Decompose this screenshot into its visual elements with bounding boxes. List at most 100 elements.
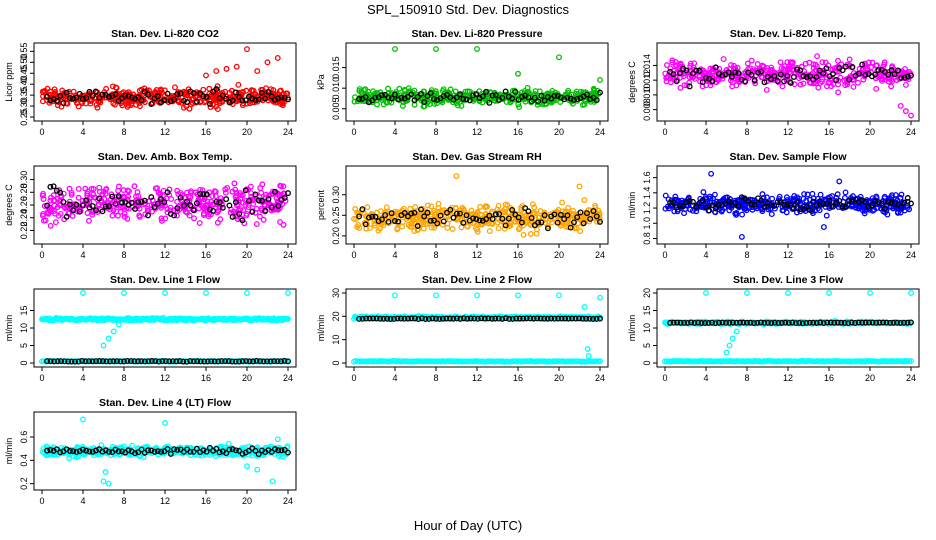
data-point <box>587 98 594 105</box>
data-point-black <box>702 74 709 81</box>
data-point-black <box>554 219 561 226</box>
data-point-black <box>712 64 719 71</box>
data-point-black <box>51 358 58 365</box>
data-point-black <box>275 95 282 102</box>
data-point-black <box>810 198 817 205</box>
data-point-black <box>757 319 764 326</box>
data-point-black <box>551 211 558 218</box>
data-point <box>474 292 480 299</box>
data-point-black <box>450 315 457 322</box>
data-point-black <box>370 315 377 322</box>
data-point <box>111 101 118 108</box>
data-point-black <box>427 217 434 224</box>
data-point-black <box>387 316 394 323</box>
y-tick-label: 0.2 <box>19 477 29 490</box>
x-tick-label: 20 <box>242 127 252 137</box>
data-point <box>700 189 707 196</box>
data-point-black <box>492 315 499 322</box>
data-point-black <box>60 199 67 205</box>
data-point-black <box>398 315 404 322</box>
data-point-black <box>372 94 379 101</box>
data-point <box>115 183 122 190</box>
data-point <box>556 54 562 61</box>
data-point-black <box>243 358 250 364</box>
data-point-black <box>846 198 853 204</box>
x-tick-label: 4 <box>80 127 85 137</box>
data-point-black <box>385 94 392 101</box>
data-point <box>584 346 591 352</box>
data-point <box>268 207 275 214</box>
data-point <box>420 225 427 232</box>
data-point-black <box>252 191 259 198</box>
data-point-black <box>213 198 220 205</box>
data-point <box>405 85 412 92</box>
data-point-black <box>670 71 677 78</box>
data-point-black <box>264 358 271 365</box>
data-point <box>219 99 226 105</box>
data-point <box>769 195 776 202</box>
y-tick-label: 0.012 <box>642 69 652 92</box>
data-point <box>367 225 373 232</box>
data-point-black <box>878 200 885 207</box>
x-tick-label: 0 <box>39 250 44 260</box>
data-point-black <box>222 358 229 365</box>
data-point <box>75 185 82 192</box>
data-point-black <box>747 319 754 326</box>
data-point <box>196 220 203 226</box>
data-point <box>520 231 527 238</box>
data-point-black <box>190 358 197 365</box>
data-point <box>787 59 794 66</box>
data-point-black <box>453 315 460 322</box>
data-point-black <box>110 358 117 365</box>
data-point <box>908 358 914 365</box>
data-point-black <box>898 204 905 211</box>
data-point-black <box>93 88 99 95</box>
data-point-black <box>709 78 716 85</box>
data-point <box>452 88 459 95</box>
data-point-black <box>255 197 262 204</box>
data-point-black <box>479 93 486 100</box>
data-point-black <box>431 96 437 103</box>
data-point-black <box>47 183 54 190</box>
data-point-black <box>268 93 275 100</box>
data-point <box>136 212 143 219</box>
data-point-black <box>872 198 879 205</box>
data-point-black <box>113 358 120 365</box>
data-point-black <box>699 79 706 85</box>
data-point-black <box>395 218 402 225</box>
data-point-black <box>841 319 848 326</box>
data-point <box>814 53 821 60</box>
x-tick-label: 8 <box>744 250 749 260</box>
data-point-black <box>418 90 424 97</box>
data-point <box>254 68 261 75</box>
data-point-black <box>590 208 597 214</box>
data-point <box>411 228 418 234</box>
data-point <box>809 190 816 197</box>
data-point-black <box>229 97 236 104</box>
data-point <box>115 321 122 328</box>
data-point <box>669 59 676 66</box>
data-point-black <box>421 213 428 220</box>
data-point-black <box>583 315 589 322</box>
data-point <box>515 70 521 77</box>
data-point-black <box>670 319 677 326</box>
data-point-black <box>204 358 211 365</box>
data-point-black <box>408 210 415 217</box>
data-point-black <box>509 315 516 322</box>
data-point-black <box>120 358 127 365</box>
x-tick-label: 20 <box>242 496 252 506</box>
data-point-black <box>362 221 369 228</box>
data-point <box>739 211 746 218</box>
data-point-black <box>63 89 70 96</box>
data-point <box>477 203 484 210</box>
data-point-black <box>474 315 481 322</box>
data-point <box>109 212 116 219</box>
data-point-black <box>872 71 879 78</box>
data-point-black <box>677 319 684 326</box>
data-point-black <box>719 319 726 326</box>
data-point <box>723 349 730 356</box>
data-point <box>530 209 537 216</box>
data-point-black <box>213 86 220 93</box>
data-point <box>527 231 534 237</box>
data-point-black <box>265 196 272 203</box>
